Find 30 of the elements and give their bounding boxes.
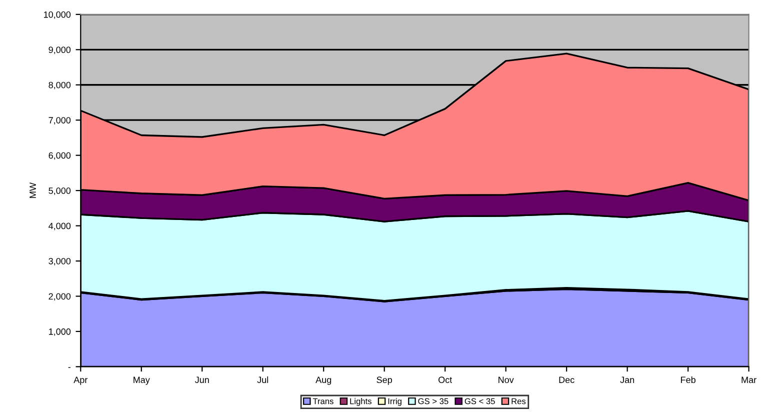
legend-label: GS < 35 xyxy=(464,398,495,404)
x-tick-label: May xyxy=(134,376,150,385)
y-tick-label: 5,000 xyxy=(48,188,71,195)
y-tick-label: 1,000 xyxy=(49,328,71,336)
x-tick-label: Jul xyxy=(257,376,268,384)
y-tick-label: 3,000 xyxy=(48,258,71,266)
y-tick-label: 9,000 xyxy=(48,46,71,54)
y-tick-label: 6,000 xyxy=(48,152,71,160)
y-tick-label: 7,000 xyxy=(48,117,71,125)
x-tick-label: Jan xyxy=(620,376,634,384)
x-tick-label: Jun xyxy=(194,376,209,384)
y-tick-label: 2,000 xyxy=(48,293,71,301)
legend-label: Res xyxy=(512,398,526,404)
y-tick-label: 8,000 xyxy=(48,82,71,90)
x-tick-label: Sep xyxy=(376,376,392,385)
legend-label: Irrig xyxy=(388,398,402,406)
x-tick-label: Aug xyxy=(316,376,332,385)
y-tick-label: - xyxy=(68,367,71,368)
y-tick-label: 10,000 xyxy=(44,11,71,19)
legend-label: Lights xyxy=(350,398,372,406)
x-tick-label: Dec xyxy=(559,376,574,384)
x-tick-label: Feb xyxy=(681,376,696,384)
legend-label: GS > 35 xyxy=(418,398,448,404)
y-tick-label: 4,000 xyxy=(48,222,71,230)
x-tick-label: Oct xyxy=(438,376,452,384)
legend-label: Trans xyxy=(312,398,334,404)
x-tick-label: Nov xyxy=(498,376,514,384)
x-tick-label: Mar xyxy=(742,376,756,384)
x-tick-label: Apr xyxy=(74,376,88,385)
y-axis-title: MW xyxy=(30,182,36,198)
